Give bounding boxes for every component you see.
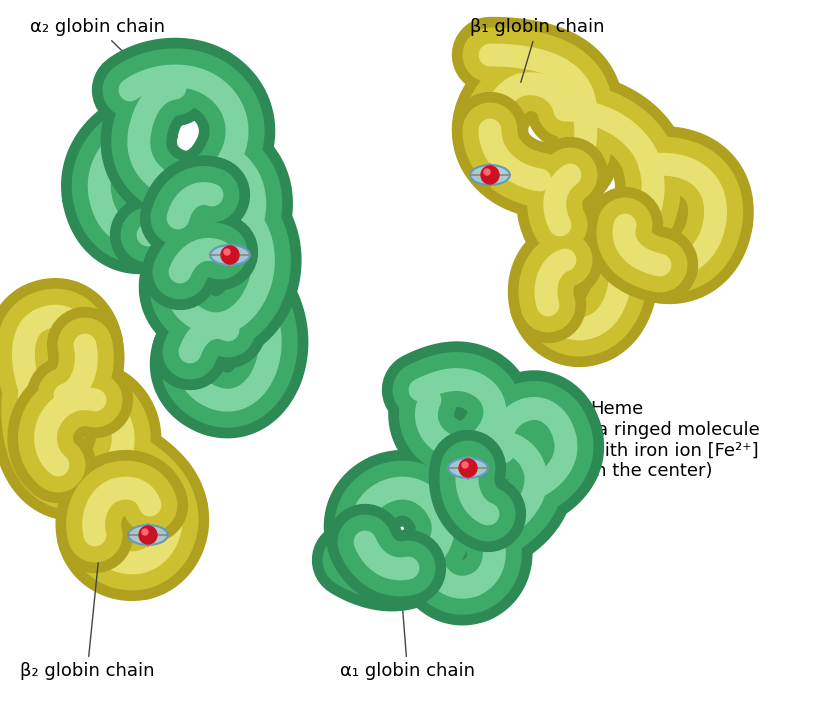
Circle shape [221,246,239,264]
Circle shape [484,169,490,175]
Ellipse shape [128,525,167,545]
Circle shape [462,462,468,468]
Circle shape [481,166,499,184]
Circle shape [459,459,477,477]
Ellipse shape [470,165,510,185]
Circle shape [142,529,148,535]
Circle shape [224,249,230,255]
Text: β₁ globin chain: β₁ globin chain [470,18,604,83]
Text: α₁ globin chain: α₁ globin chain [340,577,475,680]
Ellipse shape [210,245,250,265]
Text: α₂ globin chain: α₂ globin chain [30,18,176,103]
Text: Heme
(a ringed molecule
with iron ion [Fe²⁺]
in the center): Heme (a ringed molecule with iron ion [F… [493,400,759,481]
Text: β₂ globin chain: β₂ globin chain [20,548,154,680]
Ellipse shape [448,458,488,478]
Circle shape [139,526,157,544]
